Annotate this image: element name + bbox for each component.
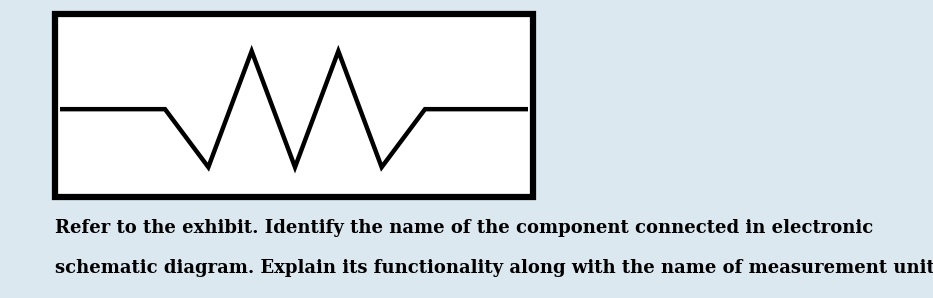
FancyBboxPatch shape [55, 14, 533, 197]
Text: schematic diagram. Explain its functionality along with the name of measurement : schematic diagram. Explain its functiona… [55, 259, 933, 277]
Text: Refer to the exhibit. Identify the name of the component connected in electronic: Refer to the exhibit. Identify the name … [55, 219, 873, 237]
